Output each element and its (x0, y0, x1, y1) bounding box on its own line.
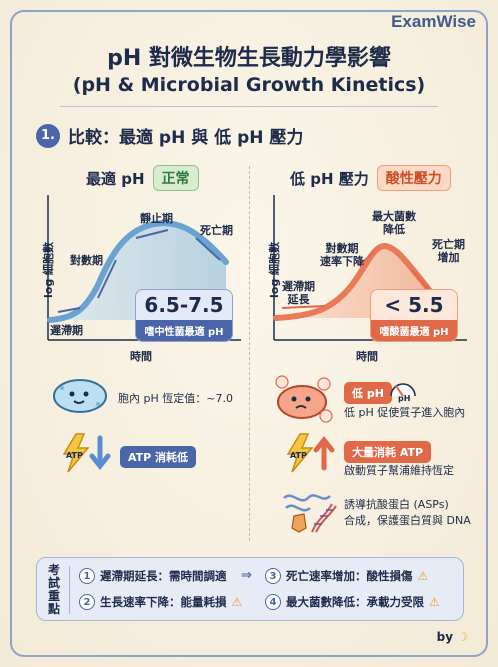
byline: by ☽ (437, 630, 468, 644)
right-value-box: < 5.5 嗜酸菌最適 pH (370, 289, 458, 342)
exam-item-1: 1 遲滯期延長：需時間調適 (79, 568, 227, 584)
right-lag-extended: 遲滯期 延長 (282, 280, 315, 306)
warning-icon: ⚠ (429, 595, 440, 609)
left-heading-text: 最適 pH (86, 169, 145, 188)
title-divider (60, 106, 438, 107)
svg-text:ATP: ATP (290, 451, 307, 460)
page-subtitle: (pH & Microbial Growth Kinetics) (72, 74, 426, 96)
gauge-icon (390, 383, 416, 397)
left-stat-arrow (135, 229, 169, 239)
right-death-increase: 死亡期 增加 (432, 238, 465, 264)
right-heading: 低 pH 壓力 酸性壓力 (290, 165, 451, 191)
atp-bolt-icon-right: ATP (286, 433, 335, 473)
left-phase-log: 對數期 (70, 254, 103, 267)
exam-num-2: 2 (79, 594, 95, 610)
left-heading: 最適 pH 正常 (86, 165, 199, 191)
left-death-arrow (195, 237, 221, 261)
left-phase-lag: 遲滯期 (50, 324, 83, 337)
exam-text-2: 生長速率下降：能量耗損 (100, 595, 227, 609)
right-tag: 酸性壓力 (376, 165, 451, 191)
right-low-ph-pill: 低 pH (344, 382, 392, 404)
right-log-slower: 對數期 速率下降 (320, 242, 364, 268)
exam-num-4: 4 (265, 594, 281, 610)
right-x-label: 時間 (356, 350, 378, 363)
bacteria-stressed-icon (275, 375, 333, 423)
exam-text-3: 死亡速率增加：酸性損傷 (286, 569, 413, 583)
left-ph-caption: 嗜中性菌最適 pH (136, 320, 232, 341)
left-curve-line (47, 220, 229, 323)
exam-text-4: 最大菌數降低：承載力受限 (286, 595, 424, 609)
right-y-label: log 細胞數 (268, 241, 281, 298)
exam-item-3: 3 死亡速率增加：酸性損傷 ⚠ (265, 568, 428, 584)
bacteria-happy-icon (53, 379, 107, 413)
protein-dna-icon (283, 494, 337, 533)
section-text: 比較：最適 pH 與 低 pH 壓力 (68, 128, 304, 148)
right-atp-pill: 大量消耗 ATP (344, 441, 432, 463)
right-asp-line1: 誘導抗酸蛋白 (ASPs) (344, 498, 449, 511)
arrow-right-icon: ⇒ (241, 568, 252, 583)
left-internal-ph: 胞內 pH 恆定值：~7.0 (118, 392, 233, 405)
exam-item-2: 2 生長速率下降：能量耗損 ⚠ (79, 594, 242, 610)
left-atp-pill: ATP 消耗低 (120, 446, 197, 468)
left-ph-value: 6.5-7.5 (144, 293, 224, 317)
left-tag: 正常 (152, 165, 199, 191)
left-phase-death: 死亡期 (200, 224, 233, 237)
right-asp-line2: 合成，保護蛋白質與 DNA (344, 514, 471, 527)
exam-num-3: 3 (265, 568, 281, 584)
exam-item-4: 4 最大菌數降低：承載力受限 ⚠ (265, 594, 440, 610)
byline-text: by (436, 630, 454, 644)
column-divider (249, 166, 250, 541)
brand-logo: ExamWise (391, 12, 476, 31)
right-proton-text: 低 pH 促使質子進入胞內 (344, 406, 466, 419)
exam-text-1: 遲滯期延長：需時間調適 (100, 569, 227, 583)
section-heading: 1. 比較：最適 pH 與 低 pH 壓力 (36, 123, 303, 148)
arrow-down-icon (89, 435, 111, 471)
right-atp-text: 啟動質子幫浦維持恆定 (344, 464, 454, 477)
warning-icon: ⚠ (231, 595, 243, 609)
right-ph-value: < 5.5 (384, 293, 444, 317)
arrow-up-icon (313, 435, 335, 471)
exam-key-points: 考試重點 1 遲滯期延長：需時間調適 ⇒ 3 死亡速率增加：酸性損傷 ⚠ 2 生… (36, 557, 464, 621)
section-number: 1. (36, 123, 60, 148)
left-x-label: 時間 (130, 350, 152, 363)
exam-separator (69, 566, 70, 614)
warning-icon: ⚠ (417, 569, 429, 583)
atp-bolt-icon: ATP (62, 433, 111, 473)
banana-icon: ☽ (457, 630, 468, 644)
right-max-reduced: 最大菌數 降低 (372, 210, 416, 236)
page-title: pH 對微生物生長動力學影響 (107, 46, 391, 71)
right-heading-text: 低 pH 壓力 (290, 169, 369, 188)
left-lag-arrow (57, 307, 81, 313)
right-ph-caption: 嗜酸菌最適 pH (371, 320, 457, 341)
exam-label: 考試重點 (47, 563, 60, 616)
svg-text:ATP: ATP (66, 451, 83, 460)
left-log-arrow (97, 259, 117, 299)
left-phase-stationary: 靜止期 (140, 212, 173, 225)
page-frame (10, 10, 488, 657)
gauge-label: pH (398, 394, 411, 403)
left-value-box: 6.5-7.5 嗜中性菌最適 pH (135, 289, 233, 342)
left-y-label: log 細胞數 (42, 241, 55, 298)
exam-num-1: 1 (79, 568, 95, 584)
